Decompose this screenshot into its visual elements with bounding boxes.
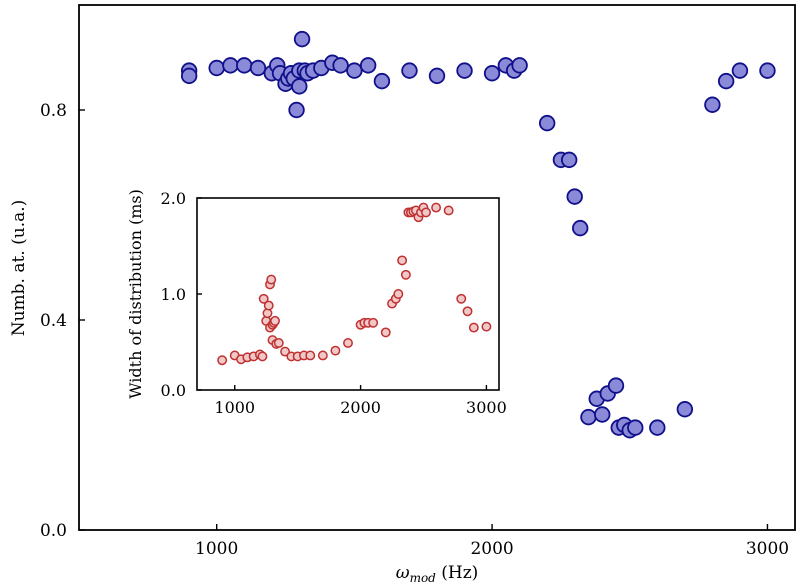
inset-x-tick-label: 1000 — [214, 398, 255, 417]
inset-x-tick-label: 2000 — [340, 398, 381, 417]
main-chart: 1000 2000 3000 0.0 0.4 0.8 Numb. at. (u.a.) ω… — [9, 4, 796, 583]
inset-data-point — [380, 327, 391, 338]
inset-data-point — [481, 321, 492, 332]
main-y-axis-label: Numb. at. (u.a.) — [9, 200, 29, 337]
inset-points — [217, 202, 492, 366]
main-data-point — [483, 65, 501, 82]
inset-data-point — [431, 202, 442, 213]
main-x-axis-unit: (Hz) — [436, 563, 478, 583]
inset-data-point — [400, 269, 411, 280]
inset-data-point — [258, 293, 269, 304]
main-ticks: 1000 2000 3000 0.0 0.4 0.8 — [40, 101, 789, 559]
main-data-point — [346, 62, 363, 79]
inset-data-point — [368, 317, 379, 328]
inset-data-point — [343, 338, 353, 348]
inset-data-point — [270, 315, 280, 326]
main-data-point — [717, 72, 735, 90]
inset-data-point — [421, 207, 431, 218]
inset-data-point — [443, 205, 454, 216]
main-data-point — [373, 72, 391, 90]
inset-y-tick-label: 1.0 — [161, 285, 186, 304]
main-x-axis-symbol: ω — [396, 563, 410, 583]
main-data-point — [401, 62, 418, 79]
main-data-point — [704, 96, 721, 113]
main-x-tick-label: 3000 — [746, 539, 789, 559]
main-x-tick-label: 1000 — [195, 539, 238, 559]
inset-data-point — [330, 345, 341, 356]
main-data-point — [560, 151, 578, 169]
main-data-point — [291, 78, 308, 95]
main-x-axis-subscript: mod — [410, 571, 437, 583]
inset-data-point — [462, 306, 473, 317]
main-x-axis-label: ωmod (Hz) — [396, 563, 479, 583]
inset-data-point — [317, 350, 328, 361]
inset-data-point — [257, 351, 268, 362]
main-y-tick-label: 0.8 — [40, 101, 67, 121]
main-data-point — [566, 188, 583, 205]
main-data-point — [288, 101, 305, 119]
main-data-point — [293, 30, 311, 48]
main-data-point — [649, 419, 666, 436]
main-data-point — [627, 419, 644, 436]
main-data-point — [759, 62, 776, 79]
main-y-tick-label: 0.4 — [40, 311, 67, 331]
inset-data-point — [280, 346, 291, 357]
inset-data-point — [393, 289, 404, 299]
main-data-point — [572, 219, 589, 237]
main-y-tick-label: 0.0 — [40, 521, 67, 541]
inset-data-point — [263, 300, 274, 311]
main-x-tick-label: 2000 — [470, 539, 513, 559]
inset-y-tick-label: 0.0 — [161, 381, 186, 400]
main-data-point — [731, 62, 749, 79]
main-data-point — [511, 57, 528, 74]
main-points — [180, 30, 776, 439]
main-data-point — [428, 67, 446, 85]
inset-data-point — [397, 255, 408, 266]
inset-data-point — [456, 293, 467, 304]
inset-data-point — [266, 274, 277, 285]
main-data-point — [222, 57, 239, 74]
main-data-point — [236, 57, 253, 74]
inset-chart: 1000 2000 3000 0.0 1.0 2.0 Width of distribut… — [126, 189, 507, 417]
main-data-point — [208, 59, 225, 77]
inset-data-point — [217, 355, 228, 366]
inset-data-point — [305, 350, 316, 361]
inset-ticks: 1000 2000 3000 0.0 1.0 2.0 — [161, 189, 507, 417]
main-data-point — [180, 67, 198, 85]
main-data-point — [607, 377, 625, 394]
main-plot-frame — [78, 4, 796, 531]
main-data-point — [676, 401, 694, 418]
main-data-point — [580, 408, 597, 426]
main-data-point — [594, 406, 611, 423]
main-data-point — [456, 62, 473, 79]
inset-y-axis-label: Width of distribution (ms) — [126, 189, 145, 399]
inset-y-tick-label: 2.0 — [161, 189, 186, 208]
main-data-point — [332, 57, 349, 74]
main-data-point — [359, 57, 377, 74]
inset-data-point — [273, 338, 284, 348]
inset-x-tick-label: 3000 — [466, 398, 507, 417]
main-data-point — [249, 59, 267, 77]
main-data-point — [538, 114, 556, 132]
inset-data-point — [468, 322, 479, 333]
